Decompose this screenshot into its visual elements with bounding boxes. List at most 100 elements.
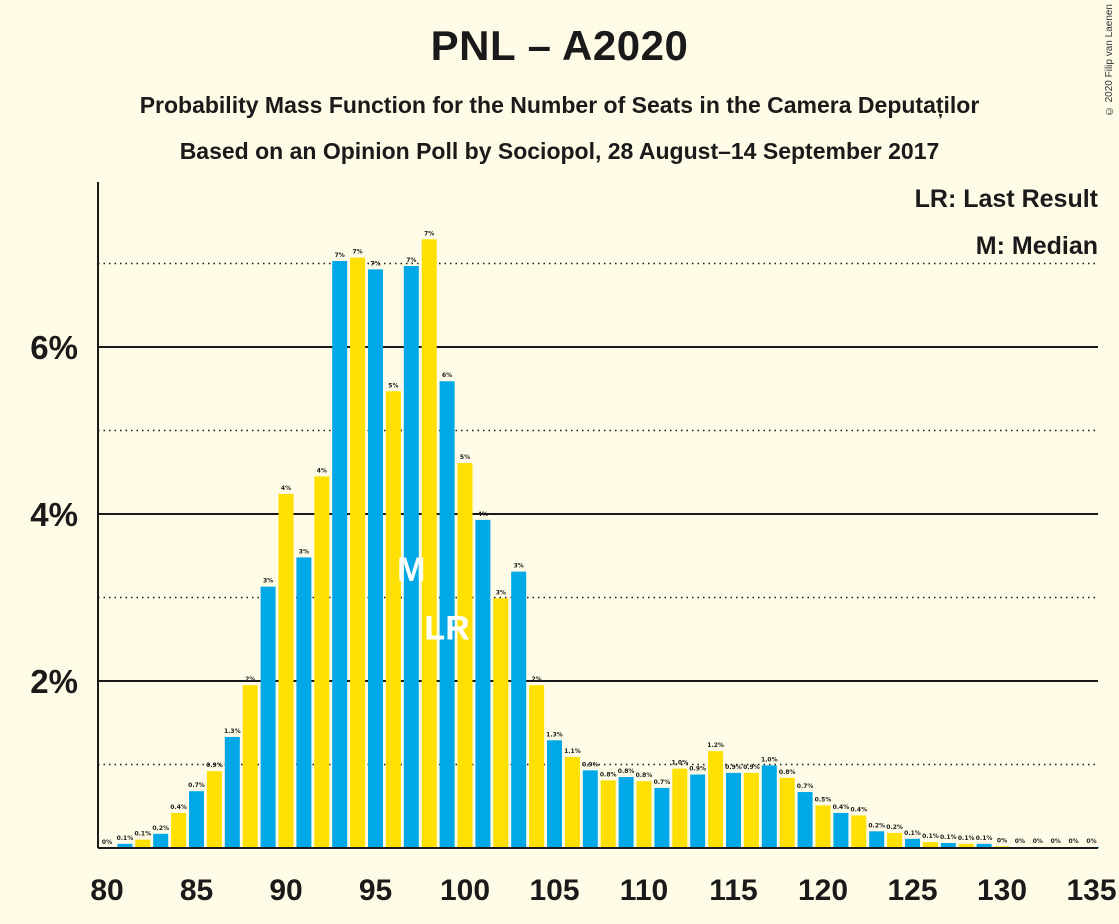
bar-seat-102 [493,598,509,848]
bar-seat-117 [761,765,777,848]
data-label-seat-104: 2% [532,676,542,683]
bar-seat-92 [314,476,330,848]
data-label-seat-84: 0.4% [170,804,187,811]
bar-seat-107 [582,770,598,848]
data-label-seat-98: 7% [424,230,434,237]
x-tick-label: 120 [798,874,848,907]
bar-seat-128 [958,843,974,848]
bar-markers: M LR [397,551,470,647]
bar-seat-119 [797,792,813,848]
data-label-seat-126: 0.1% [922,833,939,840]
data-label-seat-119: 0.7% [797,783,814,790]
bar-seat-96 [385,391,401,848]
data-label-seat-121: 0.4% [833,804,850,811]
bar-seat-101 [475,519,491,848]
bar-seat-84 [171,812,187,848]
x-tick-label: 80 [90,874,123,907]
x-tick-label: 90 [269,874,302,907]
bar-seat-116 [743,772,759,848]
x-tick-label: 105 [529,874,579,907]
data-label-seat-103: 3% [514,563,524,570]
data-label-seat-107: 0.9% [582,761,599,768]
bar-seat-93 [332,260,348,848]
bar-seat-98 [421,239,437,848]
data-label-seat-115: 0.9% [725,764,742,771]
x-tick-label: 125 [887,874,937,907]
bar-seat-91 [296,557,312,848]
bar-seat-103 [511,571,527,848]
legend-last-result: LR: Last Result [914,185,1098,213]
data-label-seat-89: 3% [263,578,273,585]
data-label-seat-96: 5% [388,382,398,389]
bar-seat-95 [368,269,383,849]
bar-seat-129 [976,843,992,848]
data-label-seat-100: 5% [460,454,470,461]
data-label-seat-86: 0.9% [206,762,223,769]
marker-lr: LR [424,609,469,647]
bar-seat-121 [833,812,849,848]
bar-seat-125 [905,838,920,848]
data-label-seat-128: 0.1% [958,835,975,842]
bar-seat-112 [672,768,688,848]
data-label-seat-105: 1.3% [546,731,563,738]
data-label-seat-118: 0.8% [779,769,796,776]
data-label-seat-122: 0.4% [850,806,867,813]
data-label-seat-85: 0.7% [188,782,205,789]
x-tick-label: 135 [1066,874,1116,907]
bar-seat-114 [708,751,724,848]
data-label-seat-109: 0.8% [618,768,635,775]
data-label-seat-95: 7% [370,260,380,267]
bar-seat-115 [726,772,741,848]
bar-seat-126 [922,842,938,848]
data-label-seat-116: 0.9% [743,764,760,771]
data-label-seat-132: 0% [1033,838,1043,845]
bar-seat-106 [564,756,580,848]
data-label-seat-134: 0% [1069,838,1079,845]
bar-seat-88 [242,685,258,848]
chart-subtitle: Probability Mass Function for the Number… [139,92,980,118]
data-label-seat-133: 0% [1051,838,1061,845]
bar-seat-99 [439,381,455,848]
data-label-seat-97: 7% [406,257,416,264]
bar-seat-89 [260,586,276,848]
data-label-seat-106: 1.1% [564,748,581,755]
data-label-seat-102: 3% [496,589,506,596]
data-label-seat-114: 1.2% [707,742,724,749]
data-label-seat-125: 0.1% [904,830,921,837]
x-tick-label: 95 [359,874,392,907]
data-label-seat-131: 0% [1015,838,1025,845]
data-label-seat-80: 0% [102,839,112,846]
y-tick-label: 2% [30,663,78,700]
bar-seat-104 [529,685,545,848]
bar-seat-127 [940,842,956,848]
data-label-seat-129: 0.1% [976,835,993,842]
bar-seat-87 [224,736,240,848]
data-label-seat-113: 0.9% [689,766,706,773]
data-label-seat-120: 0.5% [815,796,832,803]
data-label-seat-88: 2% [245,676,255,683]
marker-m: M [397,551,425,589]
data-label-seat-101: 4% [478,511,488,518]
x-tick-label: 130 [977,874,1027,907]
bar-seat-122 [851,815,867,848]
bar-seat-118 [779,777,795,848]
bar-seat-82 [135,839,151,848]
y-tick-label: 6% [30,329,78,366]
bar-seat-86 [206,771,222,848]
data-label-seat-127: 0.1% [940,834,957,841]
bars [117,239,1099,849]
x-tick-label: 100 [440,874,490,907]
data-label-seat-99: 6% [442,372,452,379]
bar-seat-111 [654,787,670,848]
data-label-seat-91: 3% [299,548,309,555]
data-label-seat-90: 4% [281,485,291,492]
data-label-seat-81: 0.1% [117,835,134,842]
data-label-seat-83: 0.2% [152,825,169,832]
data-labels: 0%0.1%0.1%0.2%0.4%0.7%0.9%1.3%2%3%4%3%4%… [102,230,1097,846]
data-label-seat-110: 0.8% [636,772,653,779]
legend-median: M: Median [975,232,1098,260]
bar-seat-81 [117,843,133,848]
bar-seat-113 [690,774,706,848]
bar-seat-94 [350,257,366,848]
